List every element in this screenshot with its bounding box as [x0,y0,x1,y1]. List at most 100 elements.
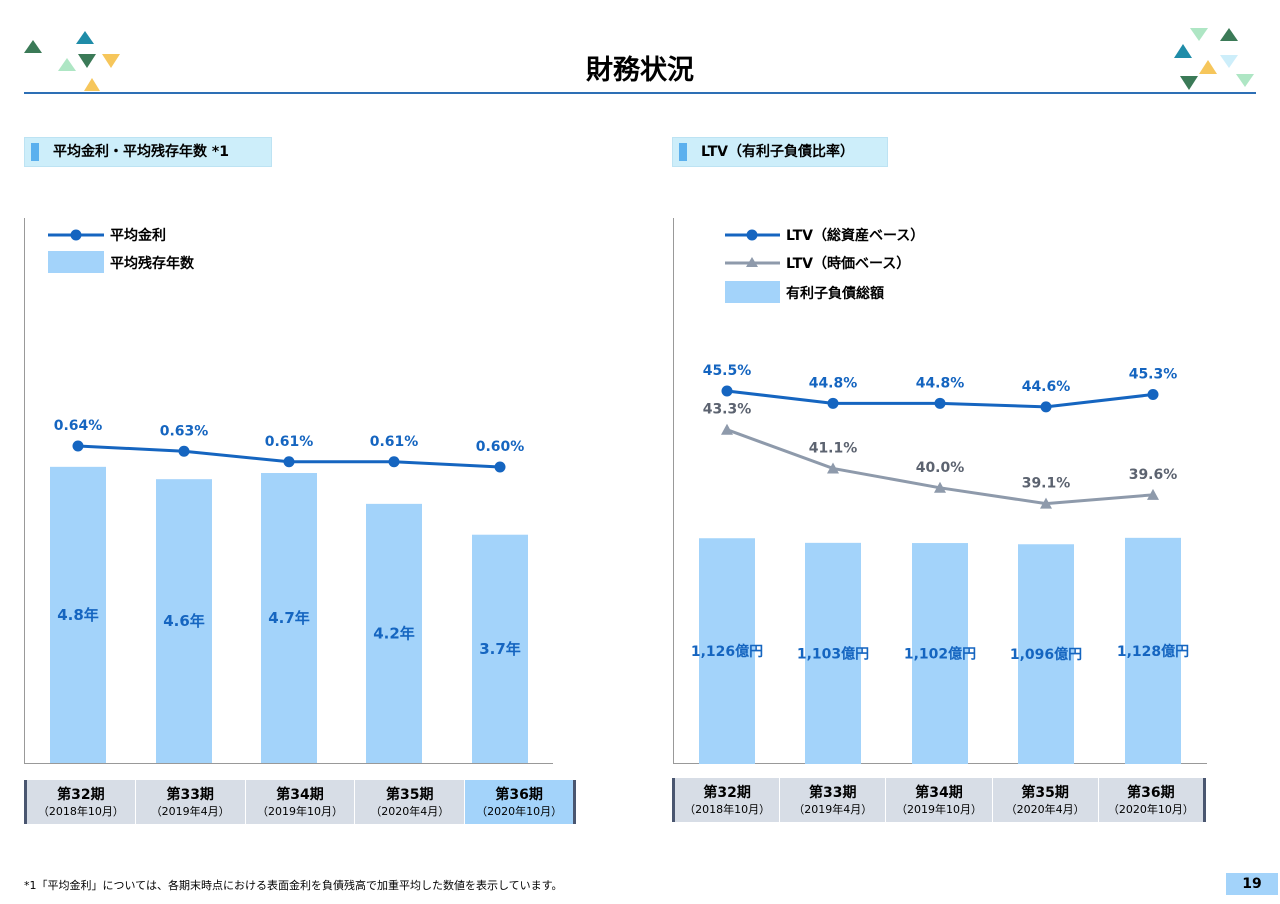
point-avg-rate [178,445,190,457]
point-value-label: 0.64% [54,418,103,434]
point-value-label: 0.61% [370,434,419,450]
page-title: 財務状況 [586,55,694,86]
category-date: （2020年4月） [1005,803,1085,816]
point-value-label: 41.1% [809,440,858,456]
point-avg-rate [388,456,400,468]
legend-marker [70,229,82,241]
point-ltv-market [721,423,733,435]
category-date: （2019年4月） [793,803,873,816]
category-label: 第36期 [1127,785,1175,801]
legend-label-ltv-market: LTV（時価ベース） [786,255,910,272]
point-avg-rate [72,440,84,452]
category-axis-left: 第32期 （2018年10月） 第33期 （2019年4月） 第34期 （2019年10月… [24,780,576,824]
legend-label-ltv-total-assets: LTV（総資産ベース） [786,227,924,244]
title-rule [24,92,1256,94]
category-date: （2020年10月） [1107,803,1194,816]
category-label: 第33期 [166,787,214,803]
legend-bar-swatch [725,281,780,303]
point-value-label: 44.8% [916,375,965,391]
category-cell: 第34期 （2019年10月） [885,778,993,822]
point-value-label: 0.63% [160,423,209,439]
bar-value-label: 1,128億円 [1117,643,1189,660]
bar-value-label: 1,103億円 [797,645,869,662]
bar-avg-term [261,473,317,763]
category-cell: 第35期 （2020年4月） [354,780,466,824]
decorative-triangles-left [24,31,120,91]
footnote: *1「平均金利」については、各期末時点における表面金利を負債残高で加重平均した数… [24,879,563,892]
bar-debt [912,543,968,764]
point-value-label: 44.6% [1022,379,1071,395]
category-date: （2019年4月） [150,805,230,818]
legend-marker [746,257,758,267]
category-label: 第34期 [915,785,963,801]
category-date: （2019年10月） [895,803,982,816]
ltv-chart: LTV（総資産ベース） LTV（時価ベース） 有利子負債総額 1,126億円 1,… [673,218,1207,764]
point-ltv-total-assets [934,397,946,409]
category-cell: 第33期 （2019年4月） [134,780,246,824]
point-value-label: 45.5% [703,363,752,379]
category-date: （2018年10月） [37,805,124,818]
category-cell: 第36期 （2020年10月） [464,780,576,824]
point-avg-rate [283,456,295,468]
point-ltv-total-assets [721,385,733,397]
point-value-label: 45.3% [1129,367,1178,383]
category-label: 第35期 [1021,785,1069,801]
point-ltv-market [1147,488,1159,500]
point-value-label: 0.60% [476,439,525,455]
section-marker [679,143,687,161]
category-label: 第34期 [276,787,324,803]
point-ltv-market [1040,497,1052,509]
legend: 平均金利 平均残存年数 [48,227,195,273]
bar-value-label: 4.7年 [268,609,310,627]
category-cell: 第34期 （2019年10月） [244,780,356,824]
point-ltv-total-assets [1040,401,1052,413]
bar-value-label: 4.2年 [373,624,415,642]
point-value-label: 0.61% [265,434,314,450]
category-date: （2019年10月） [256,805,343,818]
category-cell: 第35期 （2020年4月） [991,778,1099,822]
bar-debt [699,538,755,764]
legend-bar-swatch [48,251,104,273]
legend-label-debt: 有利子負債総額 [786,285,884,302]
bars: 4.8年 4.6年 4.7年 4.2年 3.7年 [50,466,528,763]
category-cell: 第32期 （2018年10月） [24,780,136,824]
point-value-label: 39.6% [1129,467,1178,483]
point-value-label: 43.3% [703,402,752,418]
line-series: 43.3% 41.1% 40.0% 39.1% 39.6% 45.5% 44.8% 44.8%… [703,363,1178,509]
point-value-label: 44.8% [809,375,858,391]
bar-value-label: 3.7年 [479,640,521,658]
point-value-label: 40.0% [916,460,965,476]
bar-debt [1125,537,1181,764]
point-ltv-total-assets [1147,389,1159,401]
bar-avg-term [50,466,106,763]
bar-avg-term [156,479,212,763]
legend-marker [746,229,758,241]
bar-value-label: 4.6年 [163,612,205,630]
legend-label-avg-term: 平均残存年数 [110,255,195,272]
bar-avg-term [472,534,528,763]
point-ltv-market [934,481,946,493]
section-marker [31,143,39,161]
legend: LTV（総資産ベース） LTV（時価ベース） 有利子負債総額 [725,227,924,303]
point-value-label: 39.1% [1022,476,1071,492]
bar-avg-term [366,503,422,763]
category-cell: 第32期 （2018年10月） [671,778,781,822]
bar-value-label: 1,126億円 [691,643,763,660]
category-cell: 第36期 （2020年10月） [1097,778,1207,822]
interest-rate-chart: 平均金利 平均残存年数 4.8年 4.6年 4.7年 4.2年 3.7年 0.64% 0.… [24,218,553,764]
bar-value-label: 1,102億円 [904,646,976,663]
category-axis-right: 第32期 （2018年10月） 第33期 （2019年4月） 第34期 （2019年10月… [671,778,1207,822]
point-ltv-total-assets [827,397,839,409]
bar-debt [1018,544,1074,764]
category-date: （2020年4月） [370,805,450,818]
category-label: 第36期 [495,787,543,803]
legend-label-avg-rate: 平均金利 [110,227,166,244]
category-date: （2018年10月） [684,803,771,816]
category-date: （2020年10月） [476,805,563,818]
section-title-interest: 平均金利・平均残存年数 *1 [24,137,272,167]
bar-value-label: 4.8年 [57,606,99,624]
point-ltv-market [827,462,839,474]
page-number: 19 [1226,873,1278,895]
section-title-text: LTV（有利子負債比率） [701,144,854,160]
category-label: 第32期 [57,787,105,803]
